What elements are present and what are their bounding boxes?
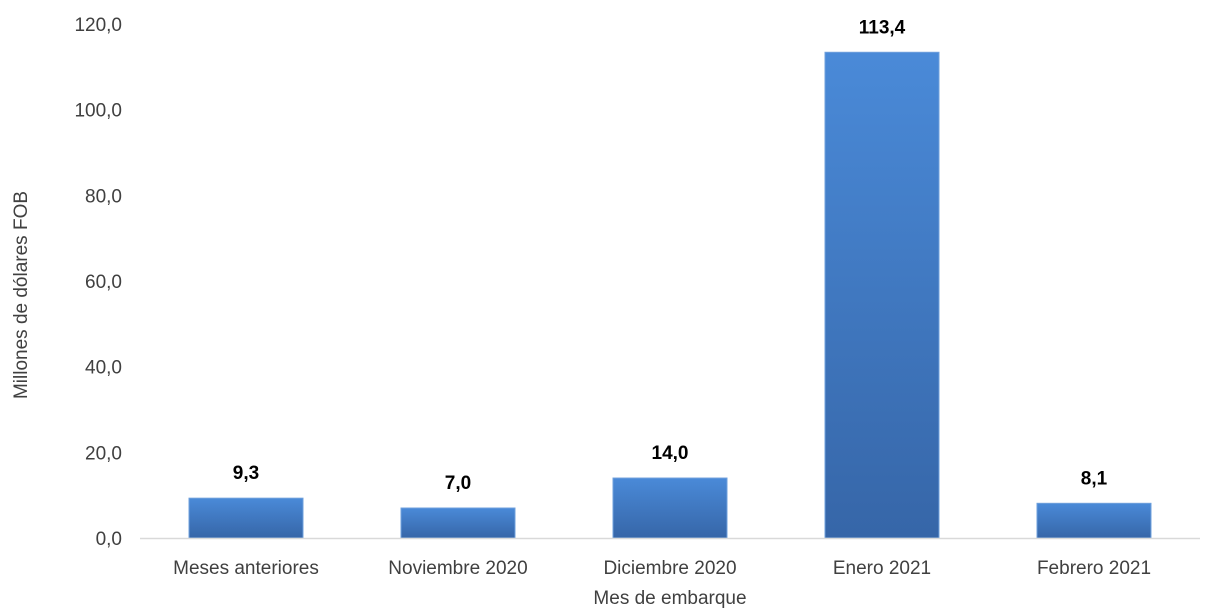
y-tick-label: 40,0 (85, 358, 122, 379)
x-category-label: Diciembre 2020 (603, 558, 736, 579)
data-label: 7,0 (445, 473, 471, 494)
bar (188, 497, 304, 539)
y-tick-label: 120,0 (74, 15, 122, 36)
y-tick-label: 0,0 (96, 529, 122, 550)
bar (824, 51, 940, 539)
y-tick-label: 60,0 (85, 272, 122, 293)
y-tick-label: 20,0 (85, 443, 122, 464)
x-axis-title: Mes de embarque (593, 588, 746, 609)
data-label: 8,1 (1081, 468, 1108, 489)
y-tick-label: 80,0 (85, 186, 122, 207)
data-label: 14,0 (652, 443, 689, 464)
x-category-label: Febrero 2021 (1037, 558, 1151, 579)
data-labels-group: 9,3 7,0 14,0 113,4 8,1 (233, 17, 1108, 494)
bars-group (188, 51, 1152, 539)
bar (1036, 502, 1152, 539)
x-category-label: Noviembre 2020 (388, 558, 527, 579)
y-axis-ticks: 0,0 20,0 40,0 60,0 80,0 100,0 120,0 (74, 15, 122, 550)
data-label: 9,3 (233, 463, 259, 484)
x-category-label: Meses anteriores (173, 558, 319, 579)
bar (612, 477, 728, 539)
data-label: 113,4 (859, 17, 906, 38)
x-axis-categories: Meses anteriores Noviembre 2020 Diciembre … (173, 558, 1151, 579)
bar (400, 507, 516, 539)
y-tick-label: 100,0 (74, 101, 122, 122)
x-category-label: Enero 2021 (833, 558, 931, 579)
y-axis-title: Millones de dólares FOB (11, 191, 32, 399)
